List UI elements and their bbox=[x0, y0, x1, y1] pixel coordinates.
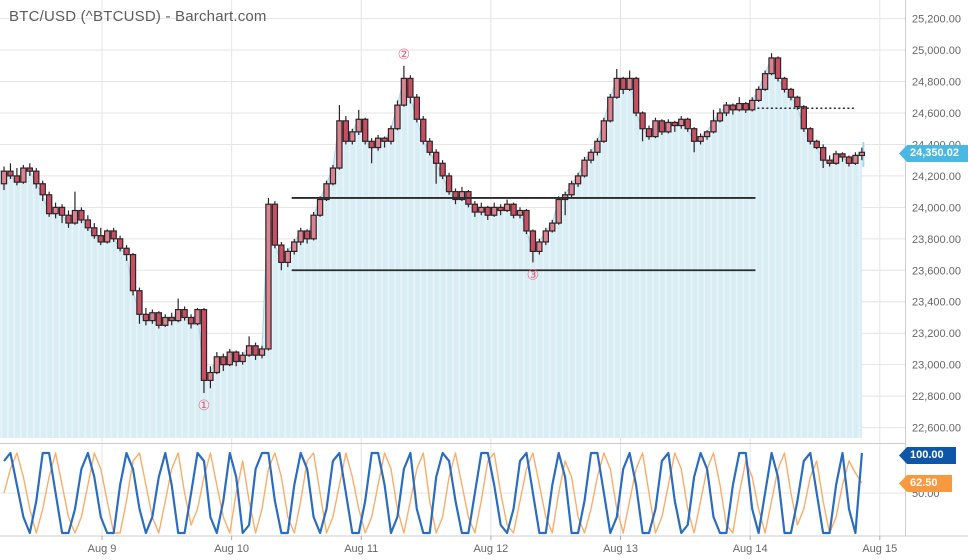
stochastic-d-badge: 62.50 bbox=[899, 475, 952, 492]
svg-text:22,600.00: 22,600.00 bbox=[912, 423, 961, 435]
svg-text:25,000.00: 25,000.00 bbox=[912, 45, 961, 57]
svg-text:23,400.00: 23,400.00 bbox=[912, 297, 961, 309]
trend-level-lines[interactable] bbox=[291, 107, 855, 272]
svg-text:24,000.00: 24,000.00 bbox=[912, 202, 961, 214]
svg-text:Aug 13: Aug 13 bbox=[603, 543, 638, 555]
svg-text:①: ① bbox=[198, 397, 211, 413]
stochastic-k-badge: 100.00 bbox=[899, 447, 956, 464]
chart-title: BTC/USD (^BTCUSD) - Barchart.com bbox=[9, 8, 267, 25]
svg-text:23,800.00: 23,800.00 bbox=[912, 234, 961, 246]
svg-text:Aug 11: Aug 11 bbox=[344, 543, 378, 555]
y-axis-labels: 25,200.0025,000.0024,800.0024,600.0024,4… bbox=[912, 14, 961, 500]
candlestick-series bbox=[0, 53, 866, 393]
svg-text:22,800.00: 22,800.00 bbox=[912, 391, 961, 403]
svg-text:24,600.00: 24,600.00 bbox=[912, 108, 961, 120]
x-axis-labels: Aug 9 Aug 10 Aug 11 Aug 12 Aug 13 Aug 14 Aug 1… bbox=[88, 536, 897, 555]
svg-text:Aug 10: Aug 10 bbox=[214, 543, 249, 555]
svg-text:②: ② bbox=[398, 46, 411, 62]
svg-text:23,000.00: 23,000.00 bbox=[912, 360, 961, 372]
panel-borders bbox=[0, 0, 968, 537]
svg-text:Aug 14: Aug 14 bbox=[733, 543, 768, 555]
svg-text:Aug 12: Aug 12 bbox=[473, 543, 508, 555]
svg-text:23,600.00: 23,600.00 bbox=[912, 265, 961, 277]
svg-text:25,200.00: 25,200.00 bbox=[912, 14, 961, 26]
wave-annotations: ① ② ③ bbox=[198, 46, 540, 413]
svg-text:24,800.00: 24,800.00 bbox=[912, 77, 961, 89]
stochastic-d-line bbox=[3, 452, 863, 534]
last-price-badge: 24,350.02 bbox=[899, 145, 968, 162]
svg-text:24,200.00: 24,200.00 bbox=[912, 171, 961, 183]
svg-text:Aug 9: Aug 9 bbox=[88, 543, 117, 555]
svg-text:③: ③ bbox=[527, 266, 540, 282]
svg-text:Aug 15: Aug 15 bbox=[862, 543, 897, 555]
stochastic-k-line bbox=[3, 451, 863, 535]
svg-text:23,200.00: 23,200.00 bbox=[912, 328, 961, 340]
